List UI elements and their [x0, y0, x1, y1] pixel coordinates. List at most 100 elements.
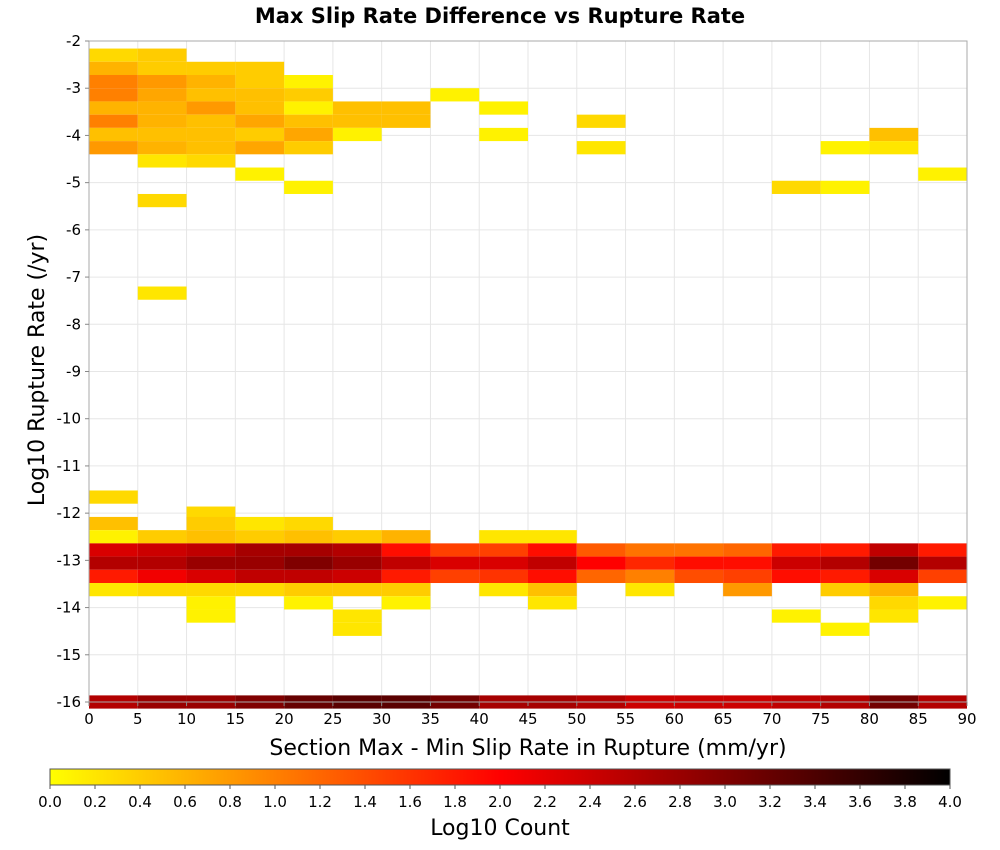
chart-title: Max Slip Rate Difference vs Rupture Rate	[255, 4, 745, 28]
y-tick-label: -5	[66, 174, 81, 192]
heatmap-cell	[381, 543, 431, 557]
heatmap-cell	[186, 127, 236, 142]
heatmap-cell	[235, 516, 285, 531]
heatmap-cell	[137, 569, 187, 584]
colorbar-ticks: 0.0 0.2 0.4 0.6 0.8 1.0 1.2 1.4 1.6 1.8 2.0 2.2 2.4 2…	[38, 785, 962, 811]
heatmap-cell	[332, 101, 382, 115]
heatmap-cell	[430, 543, 480, 557]
heatmap-cell	[235, 167, 285, 181]
heatmap-cell	[332, 530, 382, 544]
colorbar-tick-label: 2.4	[578, 793, 602, 811]
heatmap-cells	[89, 48, 967, 709]
heatmap-cell	[869, 569, 919, 584]
heatmap-cell	[771, 569, 821, 584]
heatmap-cell	[381, 583, 431, 597]
heatmap-cell	[186, 609, 236, 623]
heatmap-cell	[186, 88, 236, 102]
heatmap-cell	[284, 596, 333, 610]
heatmap-cell	[869, 583, 919, 597]
colorbar-tick-label: 3.6	[848, 793, 872, 811]
heatmap-cell	[137, 88, 187, 102]
colorbar-tick-label: 1.6	[398, 793, 422, 811]
heatmap-cell	[137, 141, 187, 155]
heatmap-cell	[235, 74, 285, 89]
x-tick-label: 10	[177, 710, 196, 728]
x-tick-label: 80	[860, 710, 879, 728]
heatmap-cell	[528, 583, 577, 597]
heatmap-cell	[284, 556, 333, 570]
heatmap-cell	[89, 569, 138, 584]
heatmap-cell	[332, 622, 382, 636]
heatmap-cell	[186, 596, 236, 610]
heatmap-cell	[89, 543, 138, 557]
heatmap-cell	[89, 583, 138, 597]
heatmap-cell	[235, 569, 285, 584]
heatmap-cell	[89, 141, 138, 155]
y-tick-label: -16	[57, 693, 82, 711]
heatmap-cell	[479, 101, 528, 115]
heatmap-cell	[430, 556, 480, 570]
x-tick-label: 65	[714, 710, 733, 728]
heatmap-cell	[186, 556, 236, 570]
x-tick-label: 20	[275, 710, 294, 728]
heatmap-cell	[869, 127, 919, 142]
heatmap-cell	[625, 569, 675, 584]
x-tick-label: 55	[616, 710, 635, 728]
x-tick-label: 15	[226, 710, 245, 728]
y-tick-label: -13	[57, 551, 82, 569]
heatmap-cell	[89, 48, 138, 62]
heatmap-cell	[89, 556, 138, 570]
heatmap-cell	[723, 583, 772, 597]
heatmap-cell	[869, 141, 919, 155]
heatmap-cell	[820, 141, 870, 155]
heatmap-cell	[576, 543, 626, 557]
heatmap-cell	[528, 569, 577, 584]
heatmap-cell	[723, 543, 772, 557]
heatmap-cell	[332, 583, 382, 597]
heatmap-cell	[89, 490, 138, 504]
colorbar-tick-label: 0.6	[173, 793, 197, 811]
heatmap-cell	[918, 167, 967, 181]
x-tick-label: 90	[957, 710, 976, 728]
heatmap-cell	[820, 622, 870, 636]
x-tick-label: 85	[909, 710, 928, 728]
heatmap-cell	[576, 569, 626, 584]
heatmap-cell	[332, 609, 382, 623]
heatmap-cell	[332, 543, 382, 557]
heatmap-cell	[771, 180, 821, 194]
heatmap-cell	[479, 530, 528, 544]
heatmap-cell	[186, 61, 236, 75]
heatmap-cell	[284, 583, 333, 597]
heatmap-cell	[235, 114, 285, 128]
heatmap-cell	[723, 569, 772, 584]
y-tick-label: -9	[66, 363, 81, 381]
heatmap-cell	[284, 569, 333, 584]
heatmap-cell	[381, 569, 431, 584]
heatmap-cell	[869, 609, 919, 623]
heatmap-cell	[479, 583, 528, 597]
heatmap-cell	[479, 569, 528, 584]
heatmap-cell	[332, 127, 382, 142]
heatmap-cell	[186, 569, 236, 584]
heatmap-cell	[284, 127, 333, 142]
heatmap-cell	[89, 530, 138, 544]
heatmap-cell	[820, 180, 870, 194]
heatmap-cell	[89, 101, 138, 115]
heatmap-cell	[674, 569, 724, 584]
heatmap-cell	[528, 556, 577, 570]
heatmap-cell	[869, 596, 919, 610]
heatmap-cell	[576, 141, 626, 155]
heatmap-cell	[235, 556, 285, 570]
colorbar-tick-label: 2.2	[533, 793, 557, 811]
heatmap-cell	[820, 583, 870, 597]
x-tick-label: 35	[421, 710, 440, 728]
heatmap-cell	[820, 556, 870, 570]
heatmap-cell	[89, 127, 138, 142]
heatmap-cell	[235, 61, 285, 75]
heatmap-cell	[771, 543, 821, 557]
heatmap-cell	[918, 569, 967, 584]
colorbar-tick-label: 3.8	[893, 793, 917, 811]
x-tick-label: 25	[323, 710, 342, 728]
heatmap-cell	[381, 114, 431, 128]
